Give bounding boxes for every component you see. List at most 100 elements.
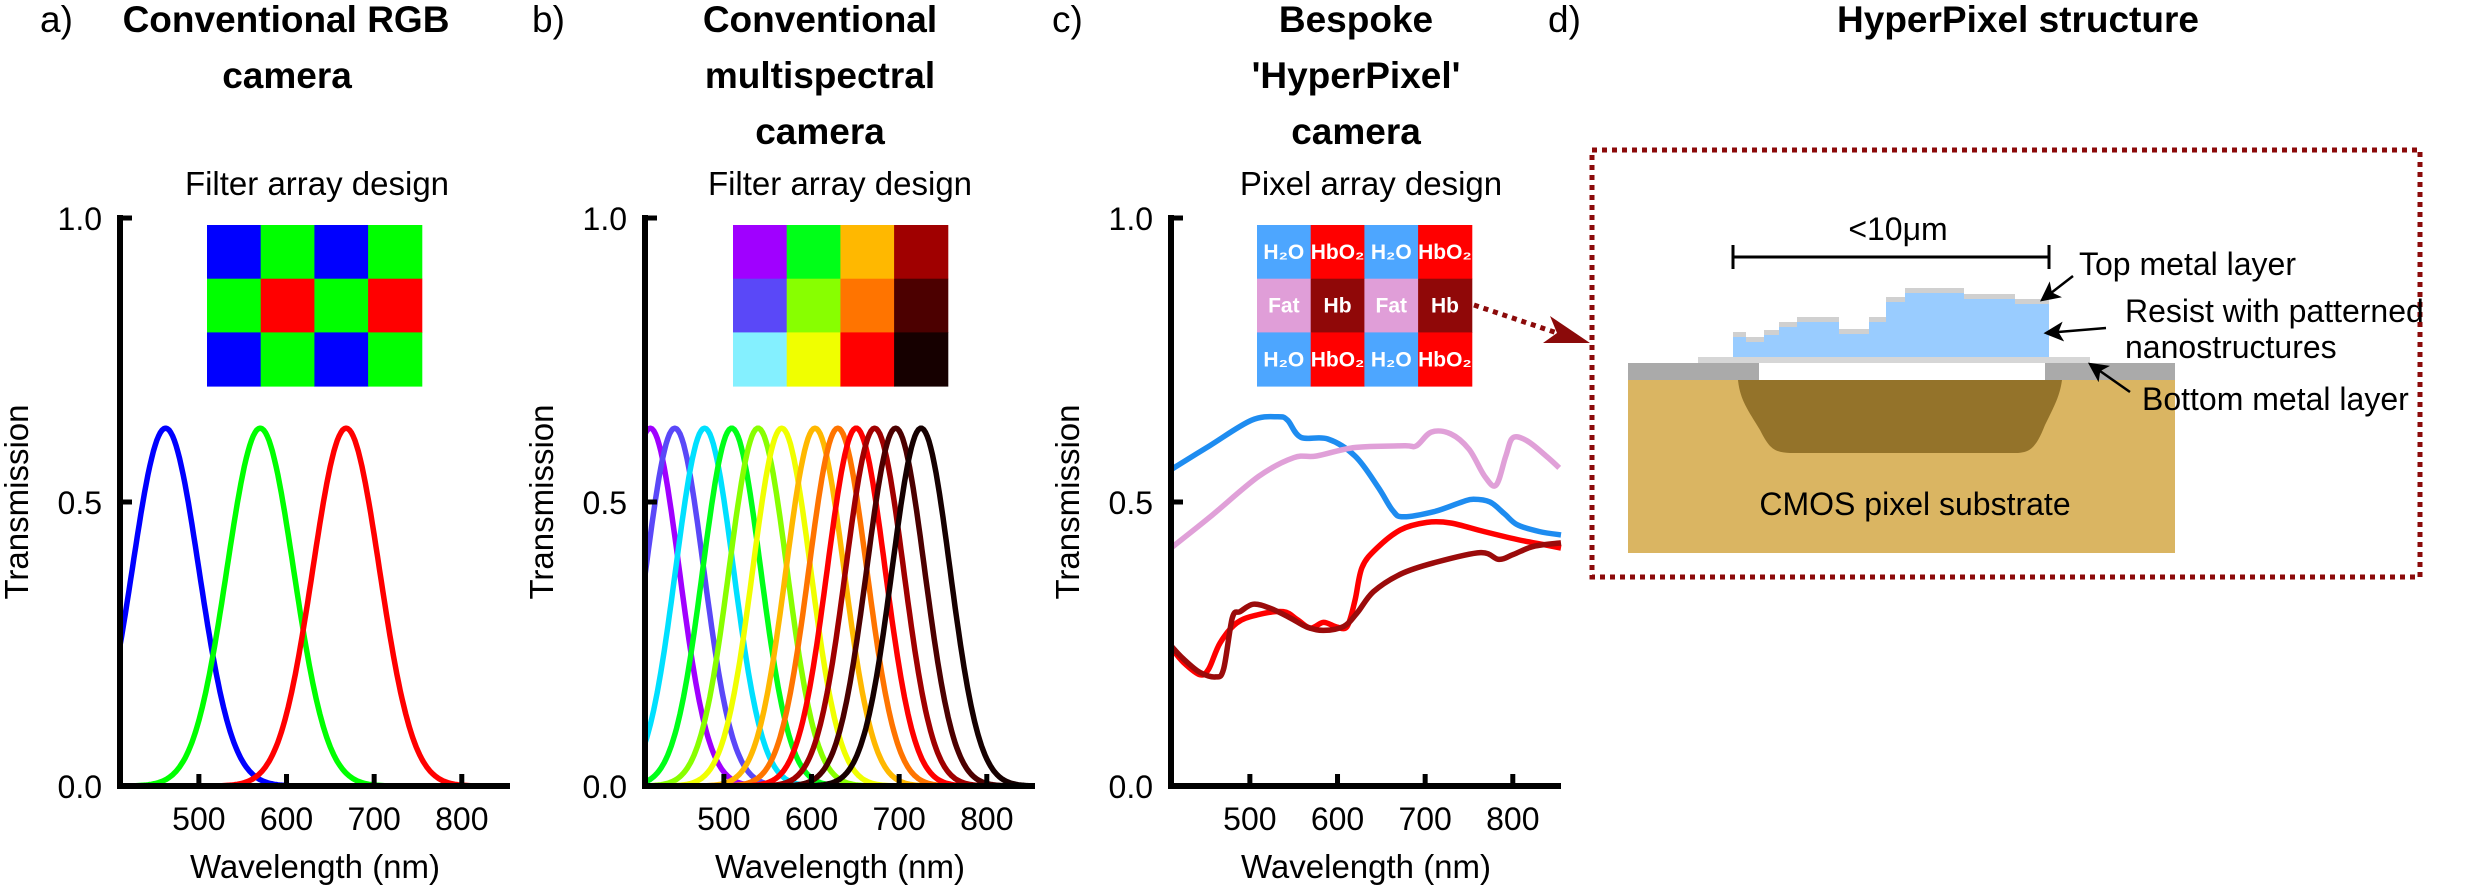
panel-c-title-line-3: camera [1291,111,1421,152]
series-line-8 [645,425,1036,786]
filter-cell [207,332,262,387]
panel-b-header: b) Conventional multispectral camera Fil… [532,0,972,202]
panel-b-inset-title: Filter array design [708,165,972,202]
filter-cell-label: H₂O [1263,348,1304,371]
chart-panel-a: 0.0 0.5 1.0 500 600 700 800 Wavelength (nm) Tran… [0,201,511,885]
x-tick-label: 500 [172,801,225,837]
x-tick-label: 500 [1223,801,1276,837]
substrate-label: CMOS pixel substrate [1759,486,2070,522]
series-group [120,425,511,786]
y-tick-label: 0.0 [1109,769,1153,805]
resist-label-line-2: nanostructures [2125,329,2337,365]
resist-label-line-1: Resist with patterned [2125,293,2424,329]
filter-cell-label: Fat [1268,295,1300,318]
y-tick-label: 0.0 [583,769,627,805]
filter-cell [786,332,841,387]
filter-cell [733,332,788,387]
series-line-2 [120,425,511,786]
panel-label-d: d) [1548,0,1581,40]
panel-c-title-line-1: Bespoke [1279,0,1433,40]
panel-c-inset-title: Pixel array design [1240,165,1502,202]
y-tick-label: 1.0 [1109,201,1153,237]
charts: 0.0 0.5 1.0 500 600 700 800 Wavelength (nm) Tran… [0,201,1562,885]
panel-a-title-line-2: camera [222,55,352,96]
resist-pointer-icon [2043,321,2107,342]
x-tick-label: 600 [785,801,838,837]
filter-cell [1364,225,1419,280]
series-group [645,425,1036,786]
panel-b-title-line-1: Conventional [703,0,937,40]
panel-a-title-line-1: Conventional RGB [123,0,450,40]
filter-cell [314,278,369,333]
pixel-to-structure-arrow [1473,302,1590,343]
inset-grid-c: H₂O HbO₂ H₂O HbO₂ Fat Hb Fat Hb H₂O HbO₂ H₂O HbO₂ [1257,225,1473,387]
x-tick-label: 800 [1486,801,1539,837]
structure-frame [1589,147,2423,580]
series-group [1171,413,1562,680]
x-axis-label: Wavelength (nm) [1241,848,1491,885]
filter-cell [207,278,262,333]
panel-label-a: a) [40,0,73,40]
y-tick-label: 0.5 [1109,485,1153,521]
scale-bar-label: <10μm [1848,211,1947,247]
x-tick-label: 700 [347,801,400,837]
filter-cell [840,278,895,333]
filter-cell [786,278,841,333]
scale-bar: <10μm [1731,211,2051,269]
filter-cell-label: HbO₂ [1418,241,1472,264]
filter-cell [314,225,369,280]
filter-cell-label: HbO₂ [1311,348,1365,371]
bottom-metal-label: Bottom metal layer [2142,381,2409,417]
filter-cell-label: Hb [1431,295,1459,318]
filter-cell [1418,332,1473,387]
panel-b-title-line-3: camera [755,111,885,152]
x-axis-label: Wavelength (nm) [190,848,440,885]
filter-cell-label: Hb [1324,295,1352,318]
filter-cell [1364,332,1419,387]
filter-cell [786,225,841,280]
filter-cell [1418,278,1473,333]
series-line-1 [1171,413,1562,538]
series-line-11 [645,425,1036,786]
filter-cell [260,225,315,280]
top-metal-label: Top metal layer [2079,246,2296,282]
filter-cell [894,332,949,387]
filter-cell [1310,225,1365,280]
y-axis-label: Transmission [1049,405,1086,600]
x-tick-label: 800 [435,801,488,837]
panel-d-title: HyperPixel structure [1837,0,2199,40]
resist-layer [1733,293,2049,362]
filter-cell [1257,332,1312,387]
inset-grids: H₂O HbO₂ H₂O HbO₂ Fat Hb Fat Hb H₂O HbO₂ H₂O HbO₂ [207,225,1473,387]
panel-c-title-line-2: 'HyperPixel' [1252,55,1461,96]
series-line-1 [120,425,511,786]
filter-cell [1310,278,1365,333]
panel-d: d) HyperPixel structure <10μm Top metal … [1548,0,2424,580]
x-tick-label: 700 [1398,801,1451,837]
inset-grid-a [207,225,423,387]
series-line-1 [645,425,1036,786]
filter-cell-label: Fat [1376,295,1408,318]
y-tick-label: 1.0 [583,201,627,237]
bottom-metal-left [1628,363,1759,380]
filter-cell-label: H₂O [1263,241,1304,264]
x-tick-label: 700 [872,801,925,837]
filter-cell [1418,225,1473,280]
filter-cell [1364,278,1419,333]
x-tick-label: 600 [1311,801,1364,837]
panel-b-title-line-2: multispectral [705,55,935,96]
filter-cell [733,278,788,333]
filter-cell [894,278,949,333]
x-tick-label: 800 [960,801,1013,837]
panel-label-c: c) [1052,0,1083,40]
dotted-arrow-line [1473,302,1561,337]
filter-cell [368,278,423,333]
series-line-2 [645,425,1036,786]
filter-cell [368,225,423,280]
filter-cell-label: H₂O [1371,241,1412,264]
x-tick-label: 500 [697,801,750,837]
filter-cell [260,332,315,387]
y-axis-label: Transmission [0,405,35,600]
panel-a-header: a) Conventional RGB camera Filter array … [40,0,449,202]
